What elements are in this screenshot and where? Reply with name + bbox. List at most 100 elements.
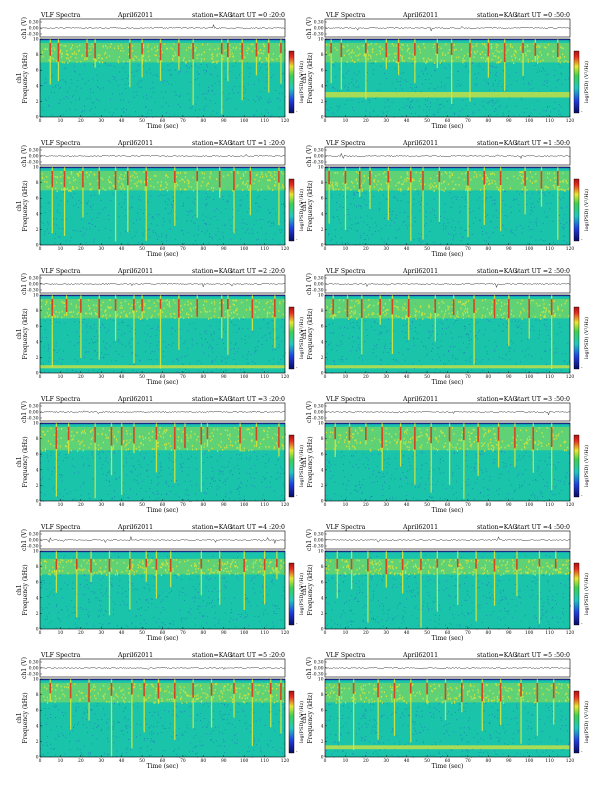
waveform-tick-label: 0.00 <box>314 155 324 160</box>
burst-peak-mark <box>414 426 416 450</box>
burst-mark <box>227 39 229 82</box>
x-tick-label: 30 <box>383 247 389 252</box>
burst-mark <box>340 39 343 90</box>
y-tick-label: 0 <box>321 756 324 761</box>
burst-peak-mark <box>255 426 258 441</box>
burst-peak-mark <box>210 682 213 696</box>
burst-mark <box>192 679 194 729</box>
panel-station: station=KAG <box>477 524 518 531</box>
burst-mark <box>49 39 51 85</box>
waveform-tick-label: -0.30 <box>312 417 323 422</box>
x-tick-label: 70 <box>180 631 186 636</box>
burst-peak-mark <box>155 426 158 440</box>
burst-mark <box>499 167 502 232</box>
colorbar <box>573 50 580 114</box>
panel-title: VLF Spectra <box>40 396 81 403</box>
burst-peak-mark <box>255 42 258 57</box>
emission-band <box>40 682 285 703</box>
panel-title: VLF Spectra <box>325 12 366 19</box>
y-tick-label: 10 <box>318 422 324 427</box>
burst-mark <box>522 39 524 76</box>
x-tick-label: 120 <box>566 631 575 636</box>
burst-peak-mark <box>243 558 245 572</box>
burst-peak-mark <box>430 426 432 444</box>
y-tick-label: 8 <box>321 565 324 570</box>
x-tick-label: 0 <box>39 631 42 636</box>
x-tick-label: 110 <box>545 631 554 636</box>
waveform-tick-label: 0.00 <box>314 27 324 32</box>
emission-band-texture <box>325 427 569 452</box>
y-tick-label: 0 <box>36 116 39 121</box>
x-tick-label: 20 <box>363 631 369 636</box>
x-tick-label: 30 <box>383 759 389 764</box>
burst-peak-mark <box>348 426 351 441</box>
x-tick-label: 90 <box>221 119 227 124</box>
waveform-tick-label: 0.00 <box>29 539 39 544</box>
burst-peak-mark <box>133 426 135 444</box>
emission-band-texture <box>40 683 286 704</box>
waveform-trace <box>40 24 286 30</box>
burst-peak-mark <box>173 170 176 183</box>
emission-band <box>40 426 285 451</box>
burst-peak-mark <box>503 42 506 62</box>
y-tick-label: 4 <box>36 212 39 217</box>
burst-mark <box>410 167 412 241</box>
panel-title: VLF Spectra <box>325 396 366 403</box>
x-tick-label: 110 <box>260 119 269 124</box>
panel-title: VLF Spectra <box>325 268 366 275</box>
burst-mark <box>219 551 221 605</box>
burst-mark <box>538 551 541 624</box>
panel-station: station=KAG <box>477 140 518 147</box>
burst-peak-mark <box>550 298 553 316</box>
burst-peak-mark <box>477 426 479 443</box>
x-tick-label: 90 <box>221 375 227 380</box>
burst-mark <box>192 39 194 105</box>
waveform-tick-label: -0.30 <box>27 417 38 422</box>
emission-band-texture <box>41 170 286 192</box>
burst-peak-mark <box>159 298 162 309</box>
burst-peak-mark <box>473 298 475 313</box>
x-tick-label: 10 <box>58 119 64 124</box>
burst-peak-mark <box>278 426 280 448</box>
waveform-frame <box>324 146 571 166</box>
burst-peak-mark <box>110 426 113 446</box>
burst-peak-mark <box>397 42 400 62</box>
burst-mark <box>450 39 453 105</box>
waveform-tick-label: -0.30 <box>312 545 323 550</box>
x-tick-label: 30 <box>98 631 104 636</box>
x-tick-label: 120 <box>566 503 575 508</box>
waveform-tick-label: 0.00 <box>29 27 39 32</box>
burst-mark <box>255 39 258 76</box>
x-tick-label: 50 <box>424 119 430 124</box>
y-tick-label: 4 <box>321 596 324 601</box>
x-axis-label: Time (sec) <box>432 507 464 514</box>
burst-peak-mark <box>251 682 254 697</box>
burst-peak-mark <box>145 170 147 187</box>
colorbar <box>573 562 580 626</box>
x-tick-label: 10 <box>58 247 64 252</box>
x-tick-label: 120 <box>566 759 575 764</box>
burst-mark <box>414 39 416 84</box>
burst-peak-mark <box>98 170 101 190</box>
burst-peak-mark <box>460 682 463 703</box>
colorbar <box>288 434 295 498</box>
y-axis-label-line1: ch1 <box>16 200 23 211</box>
burst-mark <box>399 423 402 467</box>
waveform-axis-label: ch1 (V) <box>306 17 313 39</box>
waveform-tick-label: 0.00 <box>29 667 39 672</box>
y-tick-label: 2 <box>321 484 324 489</box>
burst-mark <box>280 39 282 84</box>
x-tick-label: 10 <box>58 631 64 636</box>
noise-speckle <box>326 43 571 118</box>
x-tick-label: 100 <box>240 631 249 636</box>
x-tick-label: 30 <box>98 375 104 380</box>
colorbar-label: log(PSD) (V²/Hz) <box>583 61 590 103</box>
burst-peak-mark <box>49 42 52 56</box>
x-tick-label: 30 <box>383 631 389 636</box>
y-axis-label-line1: ch1 <box>16 72 23 83</box>
burst-peak-mark <box>330 42 332 54</box>
burst-mark <box>51 295 53 368</box>
waveform-tick-label: 0.00 <box>29 283 39 288</box>
x-axis-label: Time (sec) <box>147 507 179 514</box>
y-tick-label: 10 <box>33 550 39 555</box>
